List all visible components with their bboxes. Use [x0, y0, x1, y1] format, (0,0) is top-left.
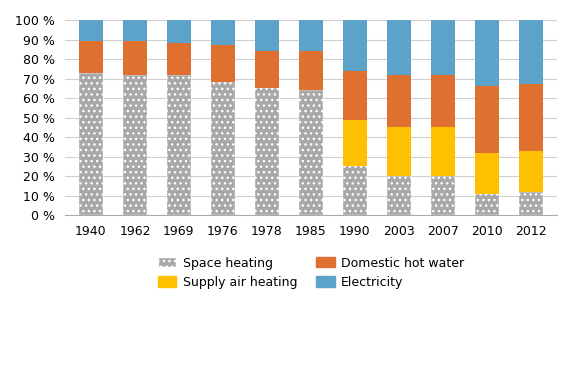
Bar — [79, 42, 103, 73]
Bar — [167, 20, 191, 44]
Bar — [79, 20, 103, 42]
Bar — [387, 20, 411, 75]
Bar — [343, 20, 367, 71]
Bar — [519, 20, 543, 84]
Bar — [299, 20, 323, 51]
Bar — [343, 166, 367, 215]
Bar — [431, 20, 455, 75]
Bar — [387, 176, 411, 215]
Bar — [210, 82, 235, 215]
Bar — [123, 20, 147, 42]
Bar — [475, 86, 499, 153]
Bar — [475, 153, 499, 194]
Bar — [299, 90, 323, 215]
Bar — [431, 128, 455, 176]
Bar — [210, 45, 235, 82]
Bar — [431, 176, 455, 215]
Bar — [167, 44, 191, 75]
Bar — [519, 84, 543, 151]
Bar — [210, 20, 235, 45]
Bar — [123, 42, 147, 75]
Bar — [343, 71, 367, 120]
Bar — [387, 128, 411, 176]
Bar — [255, 88, 279, 215]
Bar — [387, 75, 411, 128]
Bar — [475, 20, 499, 86]
Bar — [519, 151, 543, 192]
Bar — [475, 194, 499, 215]
Bar — [431, 75, 455, 128]
Bar — [299, 51, 323, 90]
Legend: Space heating, Supply air heating, Domestic hot water, Electricity: Space heating, Supply air heating, Domes… — [154, 253, 468, 292]
Bar — [79, 73, 103, 215]
Bar — [343, 120, 367, 166]
Bar — [255, 20, 279, 51]
Bar — [167, 75, 191, 215]
Bar — [519, 192, 543, 215]
Bar — [123, 75, 147, 215]
Bar — [255, 51, 279, 88]
